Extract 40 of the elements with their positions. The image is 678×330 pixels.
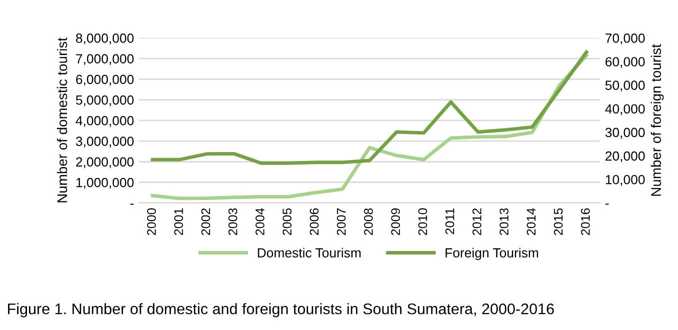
y-axis-title: Number of domestic tourist	[56, 38, 68, 202]
x-tick-label: 2015	[554, 208, 563, 235]
x-tick-label: 2000	[147, 208, 156, 235]
x-tick-label: 2001	[174, 208, 184, 235]
x-tick-label: 2016	[580, 208, 590, 235]
x-tick-label: 2010	[418, 208, 428, 235]
y2-tick-label: -	[605, 204, 609, 205]
y2-tick-label: 40,000	[605, 104, 645, 116]
y-tick-label: 3,000,000	[76, 136, 134, 148]
x-tick-label: 2012	[472, 208, 482, 235]
y-tick-label: 7,000,000	[76, 54, 134, 66]
x-tick-label: 2011	[445, 208, 454, 234]
x-tick-label: 2014	[526, 208, 536, 235]
y-tick-label: 6,000,000	[76, 74, 134, 86]
x-tick-label: 2003	[228, 208, 238, 235]
y-tick-label: -	[130, 204, 134, 205]
x-tick-label: 2008	[364, 208, 373, 235]
x-tick-label: 2007	[336, 208, 346, 235]
y2-tick-label: 30,000	[605, 128, 645, 139]
y-tick-label: 8,000,000	[76, 34, 134, 44]
y-tick-label: 2,000,000	[76, 157, 134, 168]
x-tick-label: 2004	[256, 208, 264, 235]
y2-tick-label: 20,000	[606, 151, 645, 162]
caption: Figure 1. Number of domestic and foreign tourists in South Sumatera, 2000-2016	[8, 303, 554, 318]
line-series	[150, 50, 588, 165]
legend-label: Domestic Tourism	[258, 248, 361, 258]
y2-tick-label: 70,000	[606, 34, 645, 44]
y2-tick-label: 10,000	[606, 174, 645, 186]
x-tick-label: 2006	[310, 208, 319, 235]
y2-axis-title: Number of foreign tourist	[650, 44, 664, 196]
y2-tick-label: 60,000	[606, 57, 645, 68]
x-tick-label: 2005	[282, 208, 292, 235]
y2-tick-label: 50,000	[605, 80, 645, 92]
x-tick-label: 2009	[391, 208, 400, 235]
y-tick-label: 5,000,000	[76, 95, 134, 106]
y-tick-label: 4,000,000	[76, 116, 134, 127]
x-tick-label: 2013	[500, 208, 508, 235]
x-tick-label: 2002	[201, 208, 210, 235]
legend-label: Foreign Tourism	[446, 248, 538, 260]
y-tick-label: 1,000,000	[76, 178, 134, 189]
